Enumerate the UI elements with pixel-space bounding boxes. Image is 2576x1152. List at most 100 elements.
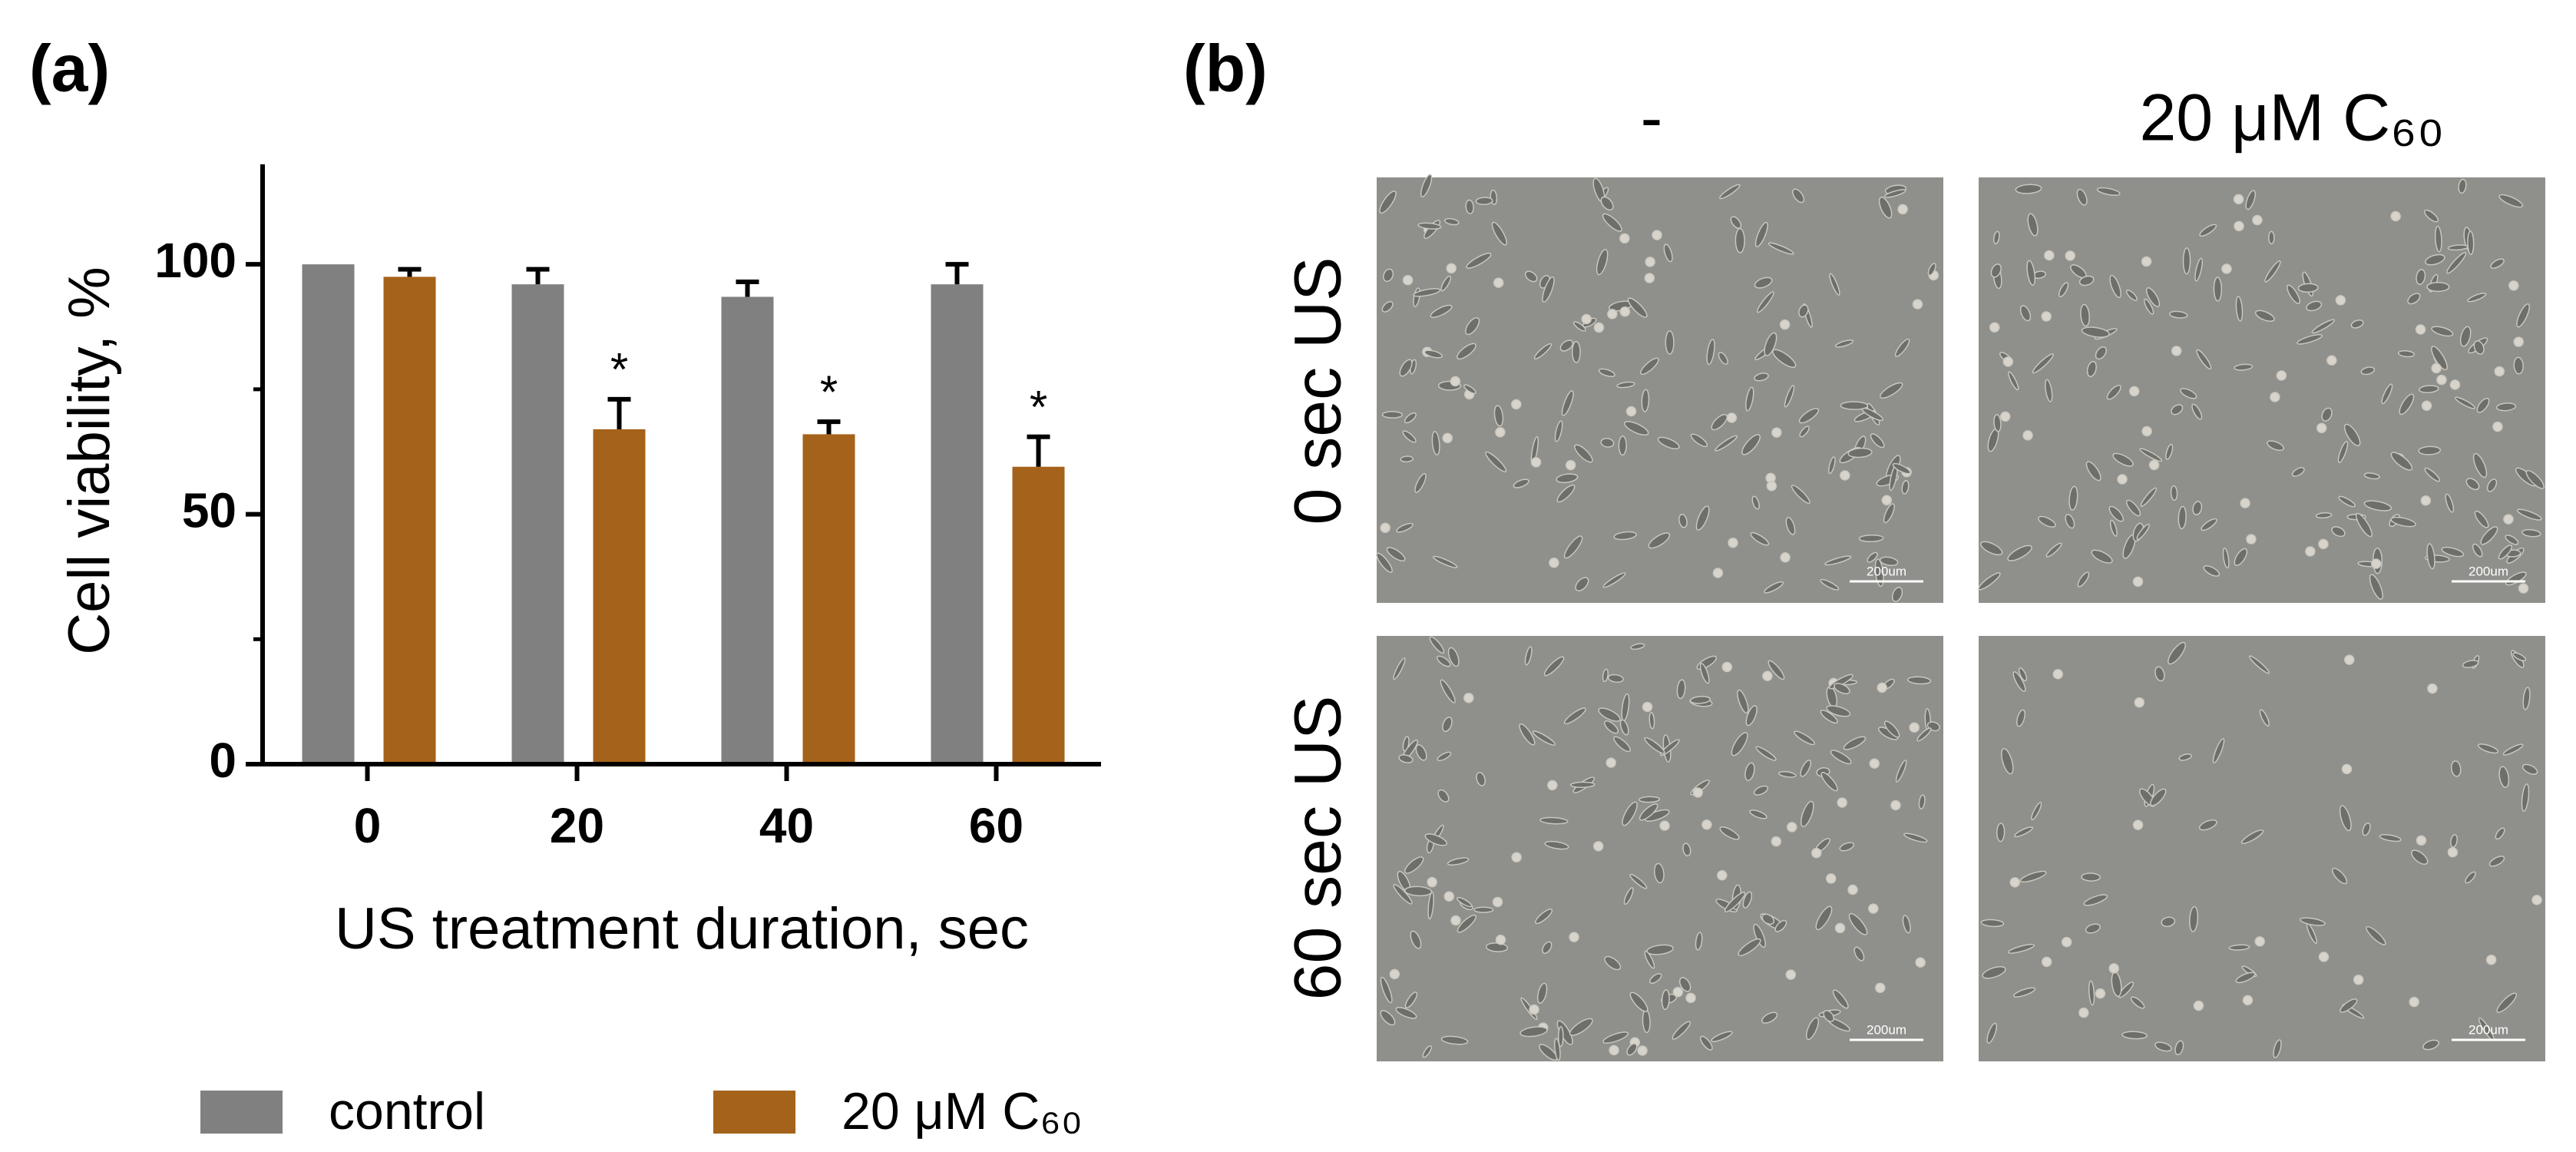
- cell: [2449, 379, 2461, 390]
- cell: [1721, 661, 1733, 673]
- cell: [2427, 683, 2438, 694]
- cell: [1493, 277, 1504, 288]
- cell: [2165, 443, 2174, 460]
- panel-label: (a): [29, 32, 110, 106]
- cell: [1685, 992, 1696, 1004]
- cell: [1996, 823, 2006, 842]
- cell: [1695, 505, 1710, 531]
- cell: [2518, 583, 2529, 594]
- cell: [2091, 549, 2113, 564]
- cell: [2201, 518, 2217, 531]
- cell: [2297, 333, 2323, 345]
- cell: [1825, 873, 1837, 884]
- cell: [2171, 404, 2184, 415]
- cell: [1832, 989, 1849, 1009]
- cell: [2132, 576, 2144, 588]
- cell: [2399, 393, 2415, 415]
- cell: [1717, 870, 1728, 881]
- cell: [1524, 646, 1533, 666]
- cell: [1753, 923, 1766, 948]
- cell: [2485, 954, 2497, 965]
- cell: [2379, 833, 2402, 842]
- cell: [1639, 796, 1661, 803]
- cell: [1417, 222, 1442, 230]
- cell: [2353, 974, 2364, 985]
- cell: [1820, 578, 1840, 591]
- cell: [2136, 523, 2150, 541]
- cell: [2125, 290, 2138, 301]
- cell: [2337, 441, 2349, 464]
- cell: [1672, 986, 1684, 998]
- cell: [2259, 709, 2270, 727]
- cell: [1511, 399, 1522, 410]
- cell: [2486, 478, 2498, 492]
- cell: [2168, 641, 2187, 665]
- cell: [2416, 269, 2426, 285]
- cell: [2472, 543, 2483, 558]
- cell: [2154, 1041, 2172, 1052]
- cell: [1427, 891, 1434, 920]
- cell: [2240, 829, 2264, 845]
- cell: [2305, 546, 2316, 557]
- cell: [2154, 666, 2165, 682]
- cell: [1639, 803, 1658, 821]
- cell: [1604, 955, 1622, 971]
- cell: [1652, 230, 1662, 240]
- cell: [1840, 401, 1869, 410]
- cell: [1918, 794, 1926, 809]
- cell: [1379, 190, 1397, 214]
- cell: [2480, 526, 2498, 545]
- cell: [2344, 654, 2355, 665]
- cell: [1780, 552, 1791, 563]
- cell: [1561, 390, 1574, 416]
- cell: [1692, 787, 1704, 798]
- scale-bar-label: 200um: [1867, 1022, 1906, 1037]
- cell: [1868, 903, 1879, 914]
- cell: [2411, 849, 2429, 866]
- cell: [1559, 339, 1574, 352]
- cell: [1774, 919, 1787, 932]
- cell: [1767, 242, 1794, 255]
- cell: [1649, 972, 1662, 985]
- cell: [1446, 263, 1457, 274]
- cell: [1751, 495, 1760, 510]
- cell: [1665, 330, 1675, 355]
- cell: [2068, 485, 2078, 511]
- cell: [1473, 906, 1494, 913]
- cell: [1682, 842, 1691, 857]
- cell: [2420, 495, 2432, 506]
- cell: [2268, 230, 2275, 245]
- cell: [2019, 305, 2032, 322]
- cell: [1826, 705, 1851, 717]
- cell: [2477, 743, 2499, 754]
- cell: [2287, 284, 2300, 304]
- cell: [1466, 253, 1492, 269]
- cell: [2121, 1031, 2148, 1040]
- cell: [1544, 840, 1569, 850]
- cell: [2326, 355, 2337, 366]
- bar: [802, 434, 855, 764]
- cell: [1897, 204, 1908, 215]
- cell: [2112, 452, 2134, 467]
- cell: [2421, 400, 2432, 412]
- cell: [2193, 1000, 2204, 1011]
- cell: [2498, 766, 2510, 788]
- cell: [2008, 371, 2019, 391]
- cell: [2022, 430, 2033, 441]
- cell: [2027, 213, 2039, 237]
- cell: [1726, 412, 1738, 423]
- cell: [2252, 214, 2263, 226]
- cell: [1820, 771, 1838, 792]
- cell: [1927, 263, 1936, 276]
- cell: [2472, 452, 2488, 478]
- cell: [2363, 500, 2392, 511]
- cell: [1424, 833, 1448, 846]
- cell: [1619, 233, 1630, 244]
- micrograph-background: [1979, 636, 2545, 1061]
- cell: [1659, 739, 1680, 756]
- cell: [1847, 447, 1873, 458]
- cell: [1891, 587, 1903, 602]
- cell: [2521, 783, 2530, 813]
- legend-swatch: [713, 1091, 795, 1134]
- cell: [1858, 534, 1884, 542]
